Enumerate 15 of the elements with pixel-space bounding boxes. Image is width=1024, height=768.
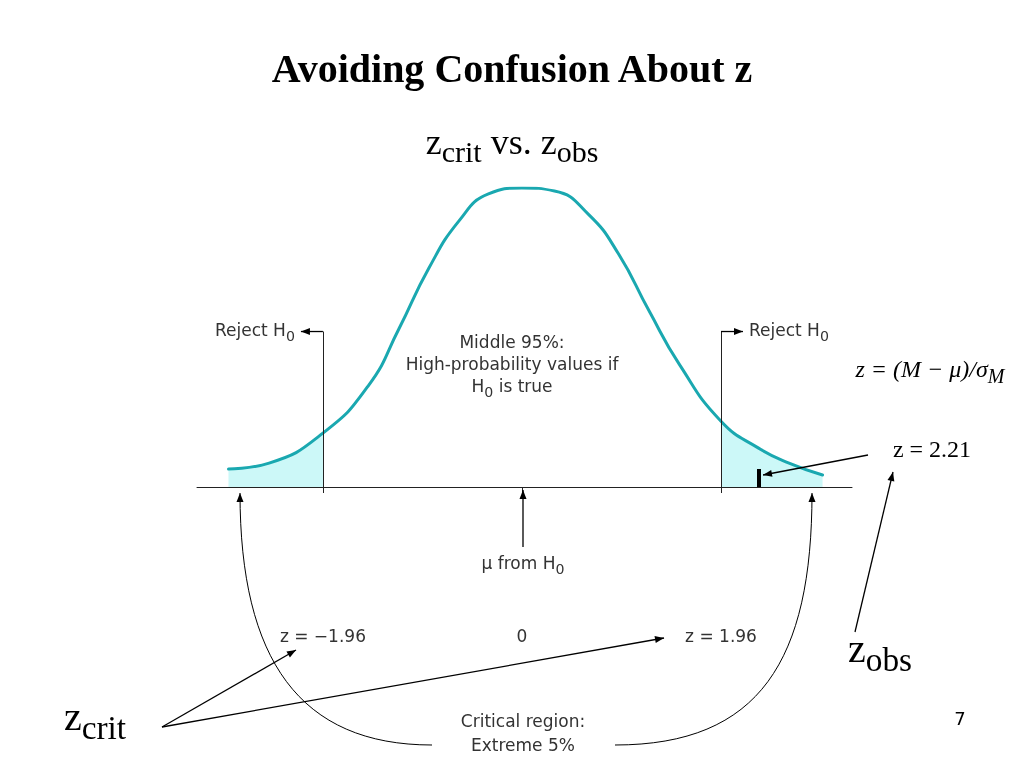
chart-title: Avoiding Confusion About z [271, 45, 753, 91]
text: 7 [954, 707, 966, 729]
x-tick-label: z = −1.96 [279, 625, 366, 646]
text: Critical region: Extreme 5% [460, 711, 586, 755]
chart-subtitle: z$_{crit}$ vs. z$_{obs}$ [425, 121, 599, 169]
text: z = (M − μ)/σ$_{M}$ [855, 356, 1005, 387]
ref-line-label: Reject H$_{0}$ [215, 319, 295, 344]
text: z$_{obs}$ [847, 626, 913, 678]
ref-line-label: Reject H$_{0}$ [749, 319, 829, 344]
x-tick-label: 0 [516, 625, 528, 646]
text: Middle 95%: High-probability values if H$_{0}$ is true [405, 332, 619, 400]
text: μ from H$_{0}$ [481, 553, 565, 577]
text: z = 2.21 [892, 435, 972, 462]
x-tick-label: z = 1.96 [685, 625, 757, 646]
text: z$_{crit}$ [63, 694, 127, 746]
